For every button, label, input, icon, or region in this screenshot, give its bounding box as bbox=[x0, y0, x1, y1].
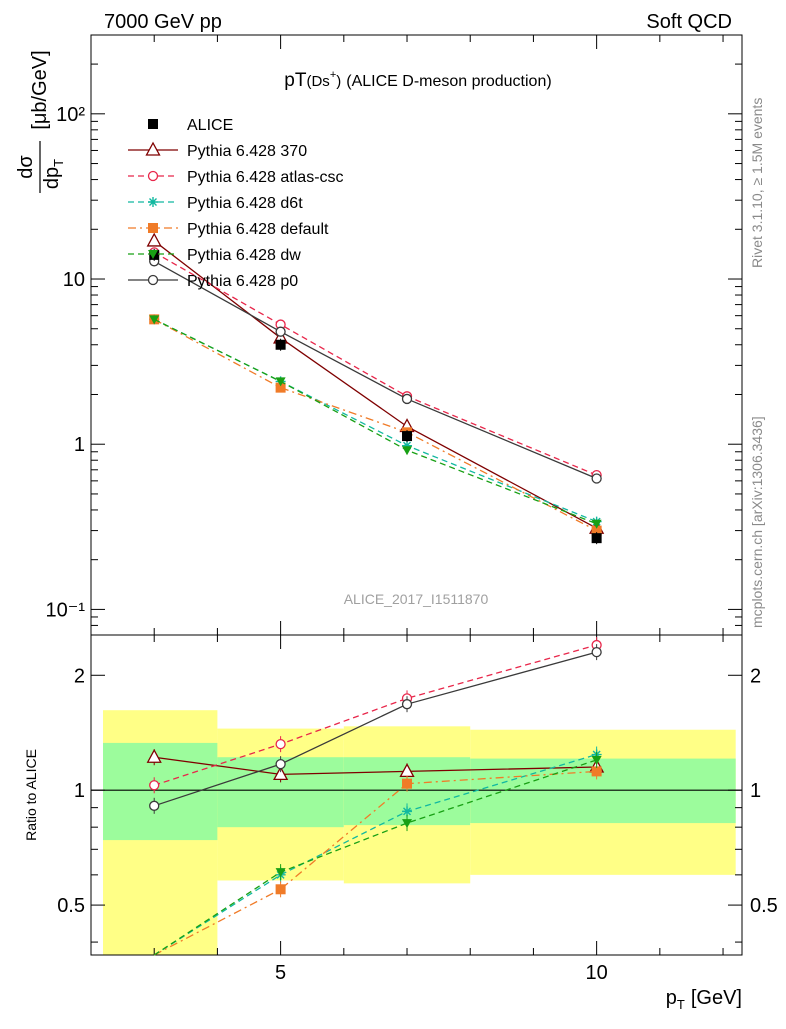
ratio-point bbox=[402, 778, 413, 789]
ratio-point bbox=[149, 780, 160, 791]
ratio-band-inner-3 bbox=[470, 758, 736, 824]
ratio-ytick-label-left: 0.5 bbox=[57, 895, 85, 917]
ratio-line-Pythia-6.428-dw bbox=[153, 759, 597, 956]
ratio-line-Pythia-6.428-370 bbox=[154, 756, 597, 776]
data-point bbox=[402, 431, 413, 442]
header-left: 7000 GeV pp bbox=[104, 11, 222, 33]
title-main: pT bbox=[284, 70, 307, 91]
xlabel: pT [GeV] bbox=[666, 987, 742, 1012]
main-ytick-label: 10 bbox=[63, 269, 85, 291]
main-point bbox=[591, 473, 602, 484]
legend-label: Pythia 6.428 d6t bbox=[187, 195, 303, 212]
main-line-Pythia-6.428-p0 bbox=[153, 260, 597, 480]
legend-label: Pythia 6.428 p0 bbox=[187, 273, 298, 290]
legend-marker bbox=[148, 197, 158, 207]
main-point bbox=[591, 525, 602, 536]
ratio-point bbox=[275, 759, 286, 770]
ratio-point bbox=[402, 819, 413, 829]
side-label-top: Rivet 3.1.10, ≥ 1.5M events bbox=[749, 98, 765, 268]
main-point bbox=[402, 440, 413, 451]
ratio-point bbox=[275, 884, 286, 895]
ratio-series-group bbox=[146, 637, 605, 956]
ratio-point bbox=[401, 699, 413, 710]
legend-marker bbox=[145, 141, 161, 156]
ylabel-unit: [μb/GeV] bbox=[29, 50, 51, 129]
ratio-point bbox=[275, 739, 286, 750]
legend: ALICE Pythia 6.428 370 Pythia 6.428 atlas-… bbox=[128, 117, 344, 290]
ratio-point bbox=[591, 755, 602, 765]
legend-marker bbox=[147, 170, 159, 182]
main-line-Pythia-6.428-d6t bbox=[153, 318, 597, 523]
ratio-point bbox=[402, 806, 413, 817]
analysis-id: ALICE_2017_I1511870 bbox=[344, 591, 489, 607]
ratio-uncertainty-bands bbox=[91, 710, 742, 955]
ratio-point bbox=[591, 646, 602, 658]
title-rest: (ALICE D-meson production) bbox=[346, 73, 551, 90]
ratio-line-Pythia-6.428-d6t bbox=[153, 753, 597, 956]
title-paren-close: ) bbox=[336, 73, 341, 90]
header-right: Soft QCD bbox=[646, 11, 732, 33]
ratio-point bbox=[273, 766, 289, 781]
main-ytick-label: 1 bbox=[74, 434, 85, 456]
ylabel-main: dσ dpT [μb/GeV] bbox=[15, 50, 66, 193]
main-line-Pythia-6.428-atlas-csc bbox=[153, 251, 597, 476]
ylabel-den-main: dp bbox=[41, 167, 63, 189]
ratio-line-Pythia-6.428-p0 bbox=[154, 651, 597, 807]
plot-title: pT(Ds+) (ALICE D-meson production) bbox=[284, 69, 551, 91]
ylabel-ratio: Ratio to ALICE bbox=[23, 749, 39, 841]
ratio-panel-frame bbox=[90, 634, 743, 956]
xlabel-unit: [GeV] bbox=[691, 987, 742, 1009]
main-ytick-label: 10⁻¹ bbox=[46, 599, 86, 621]
main-point bbox=[275, 326, 286, 337]
side-label-bottom: mcplots.cern.ch [arXiv:1306.3436] bbox=[749, 416, 765, 628]
legend-marker bbox=[147, 274, 159, 286]
title-paren-open: (Ds bbox=[306, 73, 329, 90]
ylabel-num: dσ bbox=[15, 155, 37, 179]
legend-label: Pythia 6.428 default bbox=[187, 221, 329, 238]
ratio-line-Pythia-6.428-default bbox=[153, 770, 597, 956]
legend-label: Pythia 6.428 370 bbox=[187, 143, 307, 160]
main-point bbox=[275, 377, 286, 387]
xtick-label: 5 bbox=[275, 962, 286, 984]
main-line-Pythia-6.428-dw bbox=[153, 318, 597, 525]
legend-marker bbox=[148, 223, 158, 233]
main-line-Pythia-6.428-default bbox=[153, 318, 597, 532]
ratio-ytick-label-left: 1 bbox=[74, 780, 85, 802]
main-point bbox=[402, 446, 413, 456]
legend-label: ALICE bbox=[187, 117, 233, 134]
ratio-line-Pythia-6.428-atlas-csc bbox=[154, 644, 597, 786]
ratio-point bbox=[149, 800, 160, 811]
ylabel-den: dpT bbox=[41, 159, 66, 189]
ratio-ytick-label-right: 1 bbox=[750, 780, 761, 802]
xtick-label: 10 bbox=[586, 962, 608, 984]
main-point bbox=[146, 232, 162, 247]
axes-ticks: 10⁻¹ 1 10 10² 5 10 0.5 0.5 1 1 2 2 bbox=[46, 34, 778, 984]
main-point bbox=[149, 315, 160, 325]
ratio-point bbox=[146, 748, 162, 763]
main-point bbox=[591, 519, 602, 529]
title-sup: + bbox=[330, 69, 336, 81]
ratio-point bbox=[591, 766, 602, 777]
legend-marker bbox=[148, 119, 158, 129]
ylabel-den-sub: T bbox=[51, 159, 66, 167]
xlabel-sub: T bbox=[677, 997, 685, 1012]
xlabel-main: p bbox=[666, 987, 677, 1009]
legend-label: Pythia 6.428 dw bbox=[187, 247, 301, 264]
ratio-ytick-label-right: 2 bbox=[750, 665, 761, 687]
ratio-ytick-label-right: 0.5 bbox=[750, 895, 778, 917]
main-line-Pythia-6.428-370 bbox=[153, 240, 597, 529]
main-point bbox=[401, 393, 413, 405]
ratio-point bbox=[275, 868, 286, 878]
legend-marker bbox=[148, 250, 158, 259]
legend-label: Pythia 6.428 atlas-csc bbox=[187, 169, 344, 186]
main-point bbox=[275, 382, 286, 393]
data-point bbox=[275, 339, 286, 350]
main-ytick-label: 10² bbox=[56, 104, 85, 126]
ratio-ytick-label-left: 2 bbox=[74, 665, 85, 687]
data-point bbox=[591, 533, 602, 544]
